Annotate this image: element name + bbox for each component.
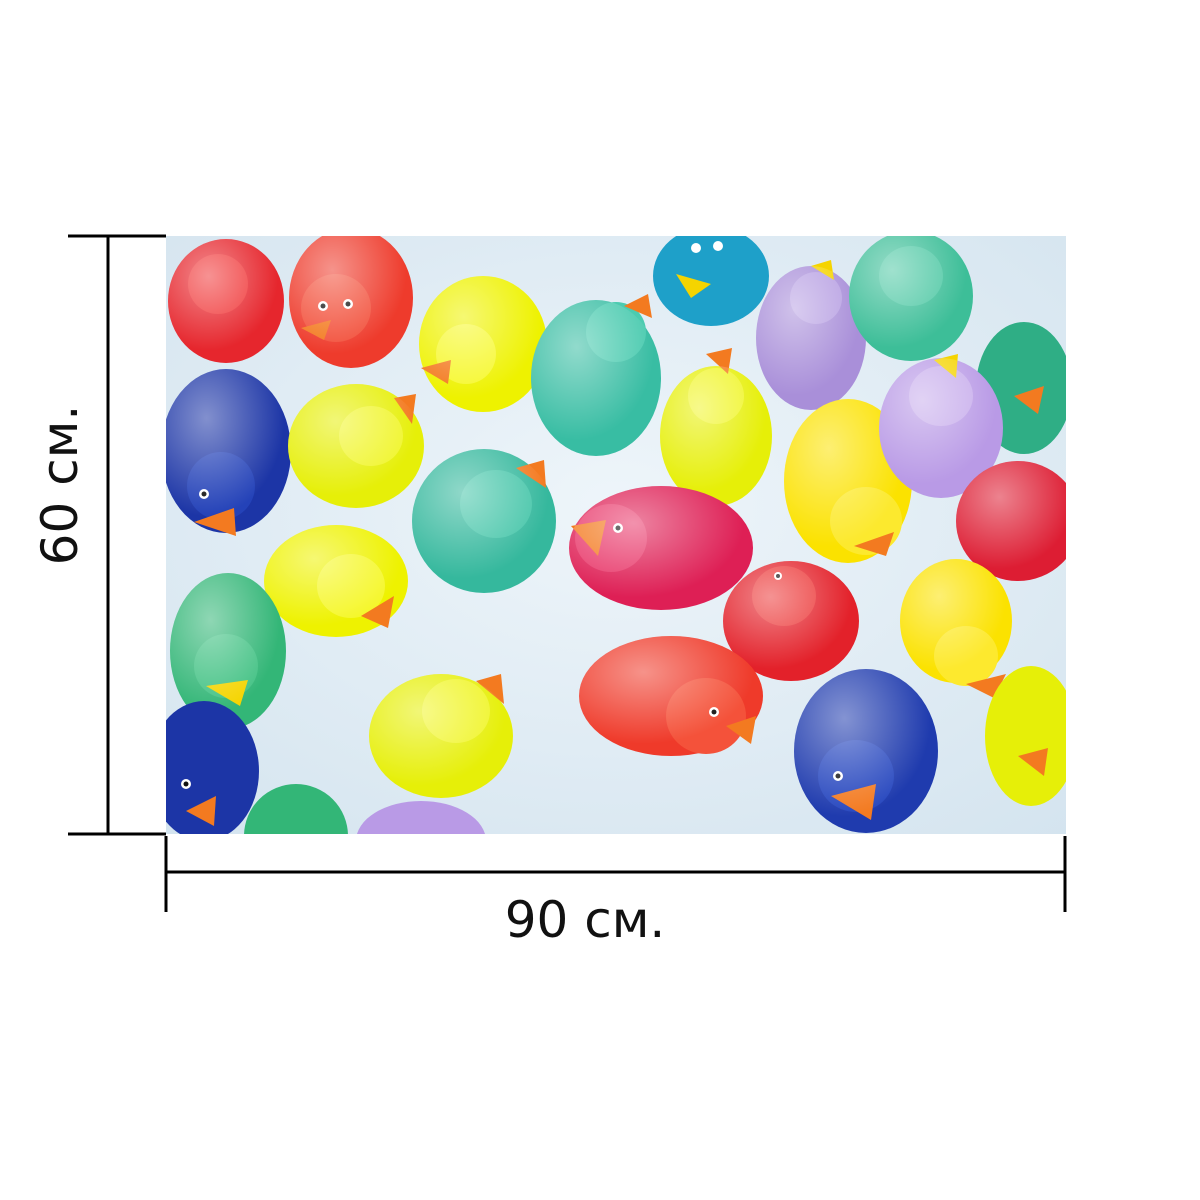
duck-navy-bottomleft [166, 701, 259, 834]
duck-pink [569, 486, 753, 610]
duck-purple-bottom [357, 801, 485, 834]
duck-teal-3 [412, 449, 556, 593]
duck-navy-left [166, 369, 291, 536]
duck-yellow-1 [419, 276, 547, 412]
duck-yellow-3 [660, 348, 772, 506]
duck-yellow-6 [369, 674, 513, 798]
product-photo [166, 236, 1066, 834]
duck-red-2 [723, 561, 859, 681]
duck-green-bottom [244, 784, 348, 834]
duck-green-left [170, 573, 286, 729]
duck-red-right [956, 461, 1066, 581]
duck-yellow-5 [900, 559, 1012, 698]
duck-red-topleft [168, 239, 284, 363]
ducks-photo-illustration [166, 236, 1066, 834]
duck-teal-2 [849, 236, 973, 361]
duck-purple-2 [879, 354, 1003, 498]
duck-blue-top [653, 236, 769, 326]
duck-yellow-7 [985, 666, 1066, 806]
duck-yellow-4 [264, 525, 408, 637]
height-label: 60 см. [31, 404, 89, 566]
duck-red-orange-2 [579, 636, 763, 756]
duck-purple-1 [756, 260, 866, 410]
duck-red-orange [289, 236, 413, 368]
duck-teal-1 [531, 294, 661, 456]
width-label: 90 см. [504, 891, 666, 949]
duck-navy-2 [794, 669, 938, 833]
duck-yellow-2 [288, 384, 424, 508]
